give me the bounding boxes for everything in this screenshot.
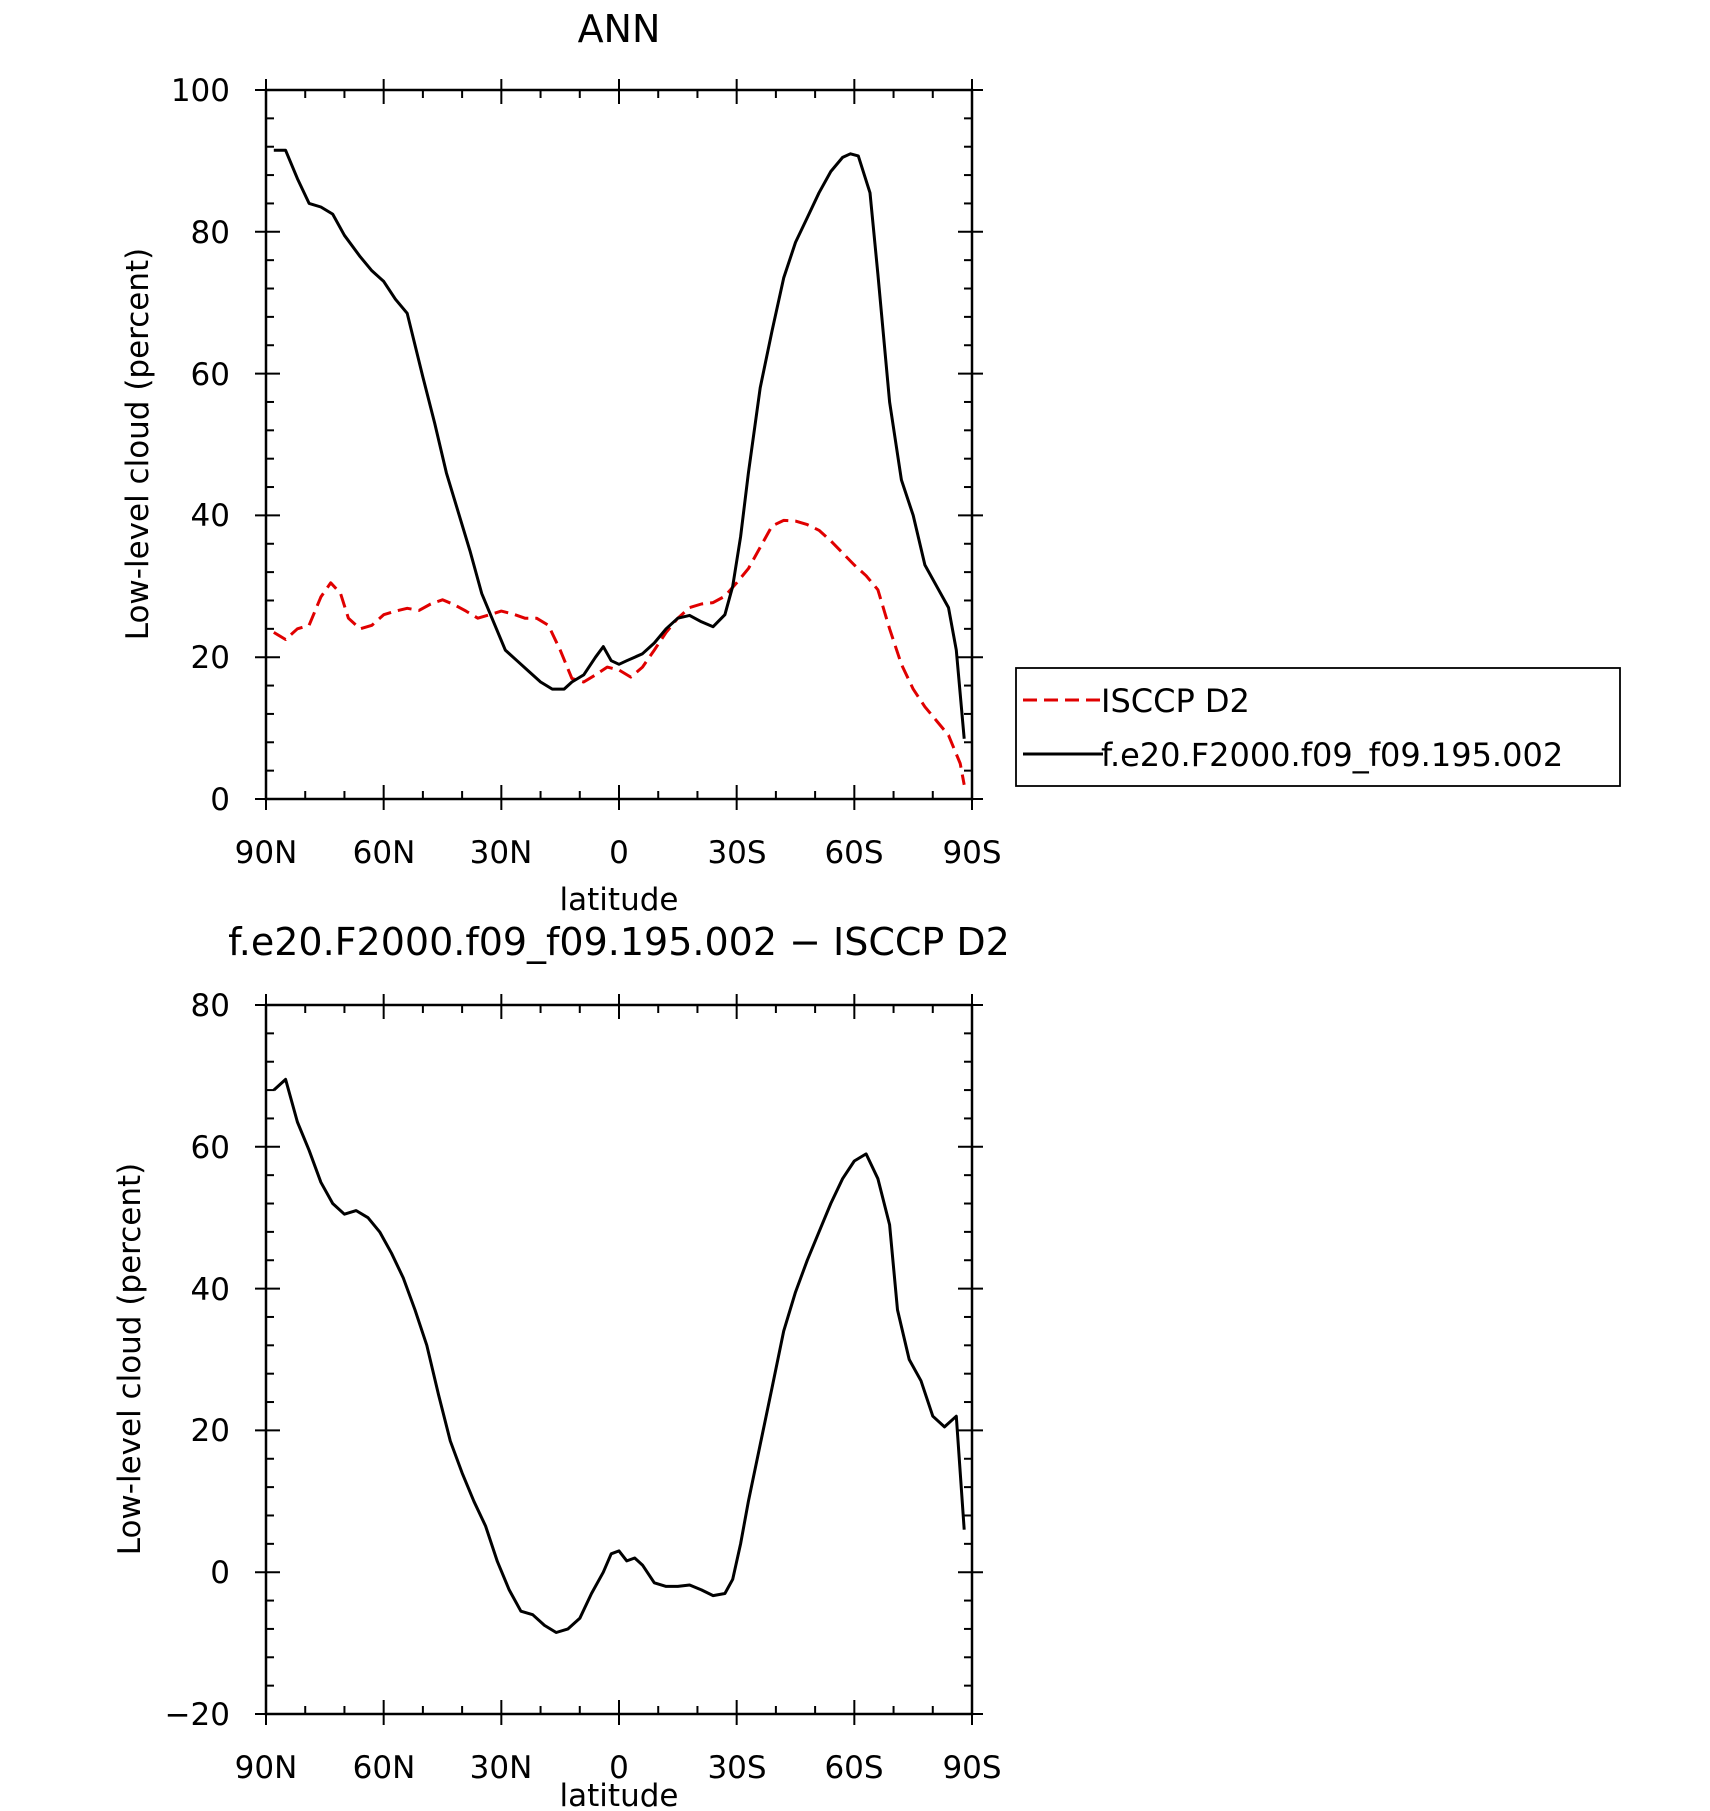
top-panel: ANN 0 20 40 60 80 100 90N 60N 30N 0 30S … xyxy=(120,7,1621,918)
bottom-x-tick-label: 30N xyxy=(470,1750,533,1786)
top-plot-frame xyxy=(264,88,974,801)
bottom-x-tick-label: 90S xyxy=(942,1750,1001,1786)
bottom-y-tick-label: 80 xyxy=(191,988,230,1024)
legend-label-model: f.e20.F2000.f09_f09.195.002 xyxy=(1101,736,1563,774)
bottom-panel: f.e20.F2000.f09_f09.195.002 − ISCCP D2 −… xyxy=(112,920,1010,1811)
top-x-axis-label: latitude xyxy=(560,882,679,918)
bottom-x-tick-label: 90N xyxy=(235,1750,298,1786)
bottom-series-line-difference xyxy=(272,1077,966,1634)
top-y-tick-label: 40 xyxy=(191,498,230,534)
bottom-y-axis-label: Low-level cloud (percent) xyxy=(112,1163,148,1556)
top-y-tick-label: 20 xyxy=(191,640,230,676)
bottom-x-tick-label: 0 xyxy=(609,1750,629,1786)
top-x-tick-label: 90S xyxy=(942,835,1001,871)
bottom-y-tick-label: 20 xyxy=(191,1413,230,1449)
top-y-axis-label: Low-level cloud (percent) xyxy=(120,248,156,641)
bottom-panel-title: f.e20.F2000.f09_f09.195.002 − ISCCP D2 xyxy=(228,920,1010,964)
top-y-tick-label: 60 xyxy=(191,357,230,393)
top-y-tick-label: 80 xyxy=(191,215,230,251)
bottom-x-tick-label: 60S xyxy=(824,1750,883,1786)
bottom-x-tick-label: 60N xyxy=(353,1750,416,1786)
top-series-line-model xyxy=(273,148,966,739)
bottom-series-lines xyxy=(272,1077,966,1634)
top-y-tick-label: 0 xyxy=(210,782,230,818)
top-axis-ticks xyxy=(255,79,983,810)
top-x-tick-label: 0 xyxy=(609,835,629,871)
top-series-lines xyxy=(273,148,966,786)
bottom-y-tick-label: 40 xyxy=(191,1272,230,1308)
top-x-tick-label: 30S xyxy=(707,835,766,871)
bottom-plot-frame xyxy=(264,1003,974,1716)
bottom-x-tick-label: 30S xyxy=(707,1750,766,1786)
legend-box xyxy=(1015,667,1621,787)
legend-label-isccp: ISCCP D2 xyxy=(1101,682,1250,720)
bottom-y-tick-label: 60 xyxy=(191,1130,230,1166)
top-series-line-isccp-d2 xyxy=(273,518,966,786)
top-y-tick-label: 100 xyxy=(171,73,230,109)
top-x-tick-label: 90N xyxy=(235,835,298,871)
top-panel-title: ANN xyxy=(578,7,661,51)
bottom-x-axis-label: latitude xyxy=(560,1778,679,1811)
top-x-tick-label: 60N xyxy=(353,835,416,871)
top-x-tick-label: 30N xyxy=(470,835,533,871)
bottom-y-tick-label: −20 xyxy=(165,1697,230,1733)
bottom-axis-ticks xyxy=(255,994,983,1725)
bottom-y-tick-label: 0 xyxy=(210,1555,230,1591)
legend: ISCCP D2 f.e20.F2000.f09_f09.195.002 xyxy=(1015,667,1621,787)
top-x-tick-label: 60S xyxy=(824,835,883,871)
